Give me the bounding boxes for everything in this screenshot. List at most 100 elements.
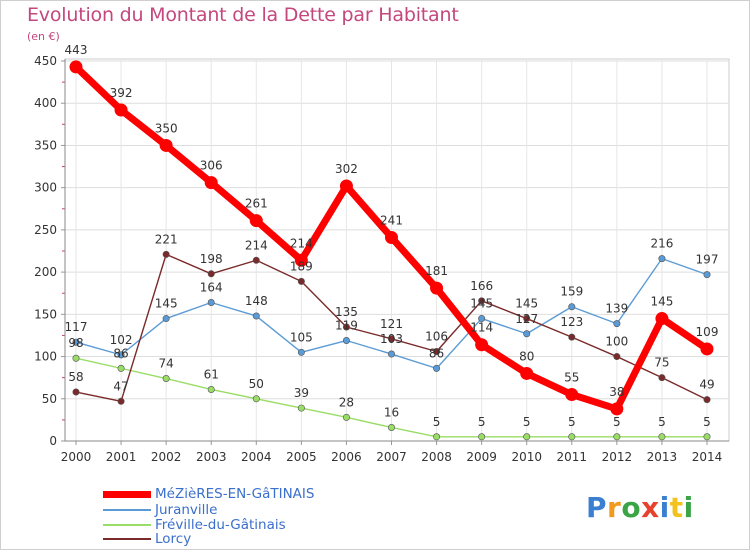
y-tick-label: 450: [34, 54, 57, 68]
data-point: [387, 423, 395, 431]
data-label: 58: [68, 370, 83, 384]
data-label: 5: [478, 415, 486, 429]
data-label: 135: [335, 305, 358, 319]
x-tick-label: 2012: [602, 450, 633, 464]
data-label: 127: [515, 312, 538, 326]
data-point: [700, 342, 714, 356]
data-point: [117, 351, 125, 359]
data-point: [252, 256, 260, 264]
legend-item: Lorcy: [103, 532, 191, 546]
data-label: 117: [65, 320, 88, 334]
data-label: 50: [249, 377, 264, 391]
data-label: 109: [696, 325, 719, 339]
data-label: 145: [515, 297, 538, 311]
data-point: [478, 297, 486, 305]
data-label: 139: [605, 302, 628, 316]
data-label: 443: [65, 43, 88, 57]
data-point: [703, 396, 711, 404]
data-point: [430, 281, 444, 295]
y-tick-label: 100: [34, 350, 57, 364]
y-tick-label: 50: [42, 392, 57, 406]
data-point: [342, 323, 350, 331]
data-label: 221: [155, 232, 178, 246]
plot-area: [64, 58, 730, 442]
legend-label: MéZièRES-EN-GâTINAIS: [155, 486, 315, 502]
data-label: 5: [703, 415, 711, 429]
data-point: [523, 433, 531, 441]
data-point: [568, 303, 576, 311]
data-label: 145: [155, 297, 178, 311]
data-label: 214: [290, 236, 313, 250]
data-label: 38: [609, 385, 624, 399]
data-label: 47: [113, 379, 128, 393]
data-label: 197: [696, 253, 719, 267]
x-tick-label: 2004: [241, 450, 272, 464]
data-label: 75: [654, 356, 669, 370]
logo-letter: P: [586, 491, 608, 524]
x-tick-label: 2013: [647, 450, 678, 464]
logo-letter: i: [683, 491, 694, 524]
logo-letter: o: [621, 491, 642, 524]
x-tick-label: 2006: [331, 450, 362, 464]
data-label: 181: [425, 264, 448, 278]
legend-item: Fréville-du-Gâtinais: [103, 518, 286, 532]
chart-title: Evolution du Montant de la Dette par Hab…: [27, 4, 459, 26]
data-point: [610, 402, 624, 416]
data-label: 145: [470, 297, 493, 311]
x-tick-label: 2001: [106, 450, 137, 464]
legend-swatch: [103, 490, 151, 498]
data-point: [162, 375, 170, 383]
data-point: [117, 364, 125, 372]
data-point: [387, 335, 395, 343]
y-tick-label: 150: [34, 307, 57, 321]
data-label: 98: [68, 336, 83, 350]
data-label: 105: [290, 330, 313, 344]
data-label: 106: [425, 329, 448, 343]
data-point: [613, 353, 621, 361]
logo-letter: t: [669, 491, 684, 524]
data-point: [294, 253, 308, 267]
data-point: [703, 433, 711, 441]
data-label: 198: [200, 252, 223, 266]
data-point: [565, 388, 579, 402]
data-point: [478, 315, 486, 323]
data-label: 145: [650, 295, 673, 309]
data-point: [297, 277, 305, 285]
data-label: 86: [429, 346, 444, 360]
data-point: [72, 388, 80, 396]
data-point: [72, 338, 80, 346]
data-point: [339, 179, 353, 193]
y-tick-label: 300: [34, 181, 57, 195]
data-point: [72, 354, 80, 362]
data-label: 214: [245, 238, 268, 252]
data-point: [658, 433, 666, 441]
x-tick-label: 2014: [692, 450, 723, 464]
data-label: 119: [335, 319, 358, 333]
data-label: 86: [113, 346, 128, 360]
data-label: 61: [204, 367, 219, 381]
data-point: [385, 230, 398, 244]
data-point: [613, 433, 621, 441]
y-axis-unit-label: (en €): [27, 30, 60, 43]
legend-item: MéZièRES-EN-GâTINAIS: [103, 487, 314, 501]
x-tick-label: 2002: [151, 450, 182, 464]
data-label: 5: [568, 415, 576, 429]
data-label: 159: [560, 285, 583, 299]
data-point: [568, 333, 576, 341]
x-tick-label: 2000: [61, 450, 92, 464]
legend-swatch: [103, 524, 151, 526]
data-label: 350: [155, 121, 178, 135]
data-point: [655, 312, 669, 326]
data-label: 166: [470, 279, 493, 293]
data-point: [568, 433, 576, 441]
data-point: [478, 433, 486, 441]
data-point: [252, 395, 260, 403]
data-point: [159, 138, 173, 152]
data-label: 123: [560, 315, 583, 329]
data-label: 74: [159, 357, 174, 371]
data-label: 216: [650, 237, 673, 251]
y-tick-label: 0: [49, 434, 57, 448]
data-point: [475, 338, 489, 352]
data-label: 5: [523, 415, 531, 429]
